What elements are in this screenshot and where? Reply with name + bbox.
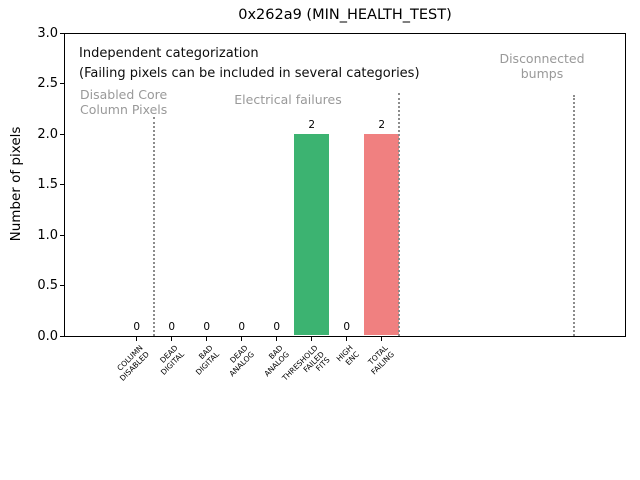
bar-value-label: 0 bbox=[203, 321, 211, 333]
section-label-electrical-failures: Electrical failures bbox=[234, 92, 342, 107]
bar-value-label: 2 bbox=[378, 119, 386, 131]
section-label-disconnected-bumps: Disconnected bumps bbox=[499, 51, 585, 81]
y-tick-mark bbox=[60, 285, 64, 286]
y-tick-mark bbox=[60, 335, 64, 337]
annotation-failing-pixels-note: (Failing pixels can be included in sever… bbox=[79, 66, 420, 81]
bar-value-label: 0 bbox=[343, 321, 351, 333]
bar-value-label: 0 bbox=[133, 321, 141, 333]
y-tick-label: 0.5 bbox=[37, 278, 58, 293]
y-tick-mark bbox=[60, 32, 64, 34]
y-tick-label: 1.0 bbox=[37, 227, 58, 243]
annotation-independent-categorization: Independent categorization bbox=[79, 46, 259, 61]
x-tick-mark bbox=[381, 337, 383, 341]
section-separator-line bbox=[153, 117, 156, 336]
y-tick-mark bbox=[60, 184, 64, 185]
x-tick-mark bbox=[171, 337, 173, 341]
y-tick-label: 3.0 bbox=[37, 25, 58, 41]
x-tick-mark bbox=[346, 337, 348, 341]
y-tick-mark bbox=[60, 83, 64, 84]
y-tick-label: 2.0 bbox=[37, 126, 58, 142]
plot-area bbox=[64, 33, 626, 337]
x-tick-mark bbox=[276, 337, 278, 341]
bar-value-label: 0 bbox=[273, 321, 281, 333]
y-tick-label: 0.0 bbox=[37, 328, 58, 344]
x-tick-mark bbox=[136, 337, 138, 341]
x-tick-mark bbox=[311, 337, 313, 341]
y-tick-mark bbox=[60, 234, 64, 236]
bar-value-label: 0 bbox=[238, 321, 246, 333]
chart-title: 0x262a9 (MIN_HEALTH_TEST) bbox=[238, 7, 452, 23]
section-label-disabled-core-column-pixels: Disabled Core Column Pixels bbox=[80, 87, 168, 117]
bar-value-label: 0 bbox=[168, 321, 176, 333]
x-tick-mark bbox=[206, 337, 208, 341]
bar-threshold-failed-fits bbox=[294, 134, 329, 335]
y-tick-mark bbox=[60, 133, 64, 135]
bar-total-failing bbox=[364, 134, 399, 335]
section-separator-line bbox=[573, 95, 576, 336]
section-separator-line bbox=[398, 93, 401, 336]
x-tick-mark bbox=[241, 337, 243, 341]
y-tick-label: 2.5 bbox=[37, 76, 58, 91]
bar-value-label: 2 bbox=[308, 119, 316, 131]
y-tick-label: 1.5 bbox=[37, 177, 58, 192]
